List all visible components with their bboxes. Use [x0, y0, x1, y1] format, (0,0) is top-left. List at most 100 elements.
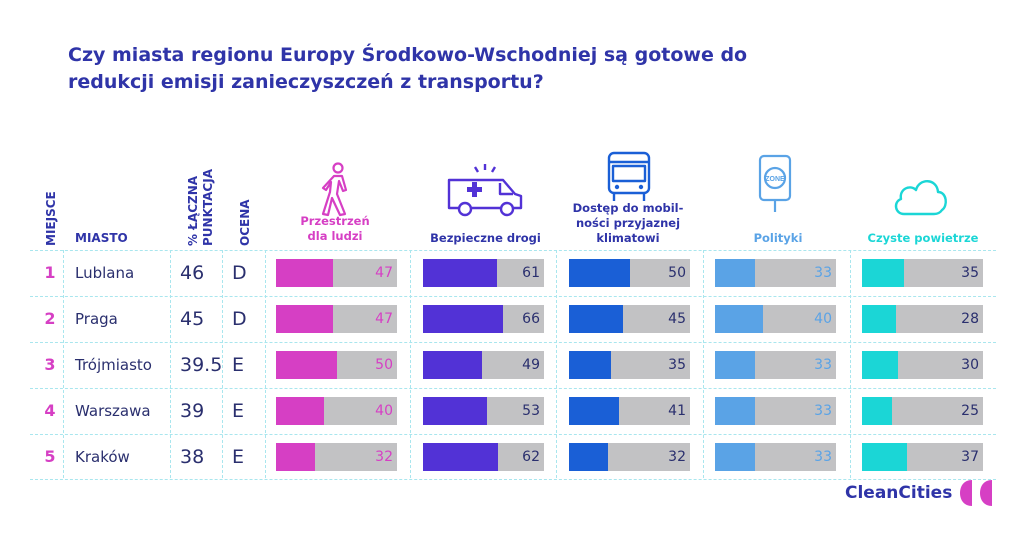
bar-track: 47 — [276, 305, 397, 333]
grid-line — [30, 479, 996, 480]
bar-track: 30 — [862, 351, 983, 379]
grid-line — [30, 342, 996, 343]
bar-value-label: 35 — [668, 357, 686, 373]
grade-letter: E — [232, 354, 245, 376]
grid-separator — [703, 250, 704, 478]
bar-track: 62 — [423, 443, 544, 471]
bar-value-label: 40 — [814, 311, 832, 327]
bar-track: 47 — [276, 259, 397, 287]
bar-value-label: 53 — [522, 403, 540, 419]
bar-track: 61 — [423, 259, 544, 287]
ambulance-icon — [447, 164, 523, 217]
category-label-safety: Bezpieczne drogi — [430, 231, 541, 245]
bar-track: 50 — [569, 259, 690, 287]
bar-track: 49 — [423, 351, 544, 379]
bar-track: 25 — [862, 397, 983, 425]
cleancities-logo-text: CleanCities — [845, 483, 953, 503]
bar-value-label: 47 — [375, 265, 393, 281]
bar-fill — [715, 443, 755, 471]
bar-fill — [862, 397, 893, 425]
bar-track: 41 — [569, 397, 690, 425]
grid-separator — [63, 250, 64, 478]
city-name: Praga — [75, 310, 118, 328]
city-name: Lublana — [75, 264, 135, 282]
bar-track: 28 — [862, 305, 983, 333]
bar-fill — [276, 351, 337, 379]
bar-fill — [276, 259, 333, 287]
total-score: 46 — [180, 262, 205, 284]
city-name: Kraków — [75, 448, 130, 466]
bar-value-label: 33 — [814, 403, 832, 419]
bar-fill — [569, 397, 619, 425]
grade-letter: D — [232, 262, 247, 284]
bar-value-label: 35 — [961, 265, 979, 281]
bus-icon — [607, 151, 651, 201]
grid-separator — [222, 250, 223, 478]
score-header-line2: PUNKTACJA — [201, 169, 215, 246]
total-score: 38 — [180, 446, 205, 468]
bar-fill — [423, 305, 503, 333]
bar-track: 33 — [715, 443, 836, 471]
bar-value-label: 41 — [668, 403, 686, 419]
bar-value-label: 47 — [375, 311, 393, 327]
total-score: 45 — [180, 308, 205, 330]
bar-fill — [423, 351, 483, 379]
bar-track: 35 — [569, 351, 690, 379]
bar-fill — [715, 305, 764, 333]
bar-fill — [276, 443, 315, 471]
bar-fill — [715, 259, 755, 287]
bar-fill — [569, 259, 630, 287]
bar-fill — [862, 305, 896, 333]
rank-number: 1 — [44, 263, 56, 282]
bar-fill — [423, 397, 488, 425]
grid-separator — [265, 250, 266, 478]
grid-separator — [556, 250, 557, 478]
bar-track: 33 — [715, 259, 836, 287]
bar-track: 40 — [715, 305, 836, 333]
grade-header: OCENA — [238, 199, 252, 246]
bar-value-label: 61 — [522, 265, 540, 281]
bar-value-label: 66 — [522, 311, 540, 327]
bar-fill — [715, 351, 755, 379]
grade-letter: E — [232, 400, 245, 422]
bar-fill — [569, 351, 612, 379]
rank-number: 3 — [44, 355, 56, 374]
bar-track: 37 — [862, 443, 983, 471]
page-title: Czy miasta regionu Europy Środkowo-Wscho… — [68, 44, 748, 93]
score-header-line1: % ŁĄCZNA — [186, 175, 200, 246]
rank-number: 4 — [44, 401, 56, 420]
grid-line — [30, 434, 996, 435]
total-score: 39 — [180, 400, 205, 422]
bar-track: 53 — [423, 397, 544, 425]
bar-track: 33 — [715, 351, 836, 379]
svg-text:ZONE: ZONE — [765, 176, 785, 183]
bar-value-label: 33 — [814, 449, 832, 465]
bar-value-label: 45 — [668, 311, 686, 327]
city-name: Trójmiasto — [75, 356, 152, 374]
bar-fill — [715, 397, 755, 425]
bar-track: 32 — [569, 443, 690, 471]
bar-track: 50 — [276, 351, 397, 379]
bar-fill — [423, 259, 497, 287]
grid-line — [30, 388, 996, 389]
city-header: MIASTO — [75, 231, 128, 245]
zone-sign-icon: ZONE — [758, 154, 792, 212]
bar-value-label: 37 — [961, 449, 979, 465]
bar-track: 35 — [862, 259, 983, 287]
grid-separator — [170, 250, 171, 478]
bar-track: 66 — [423, 305, 544, 333]
city-name: Warszawa — [75, 402, 151, 420]
bar-fill — [276, 305, 333, 333]
bar-track: 33 — [715, 397, 836, 425]
bar-value-label: 50 — [668, 265, 686, 281]
cloud-icon — [894, 180, 947, 216]
bar-track: 32 — [276, 443, 397, 471]
bar-value-label: 25 — [961, 403, 979, 419]
rank-number: 5 — [44, 447, 56, 466]
total-score: 39.5 — [180, 354, 223, 376]
bar-value-label: 40 — [375, 403, 393, 419]
bar-fill — [569, 305, 624, 333]
category-label-policy: Polityki — [753, 231, 803, 245]
bar-value-label: 28 — [961, 311, 979, 327]
category-label-mobility: Dostęp do mobil-ności przyjaznej klimato… — [572, 201, 684, 245]
